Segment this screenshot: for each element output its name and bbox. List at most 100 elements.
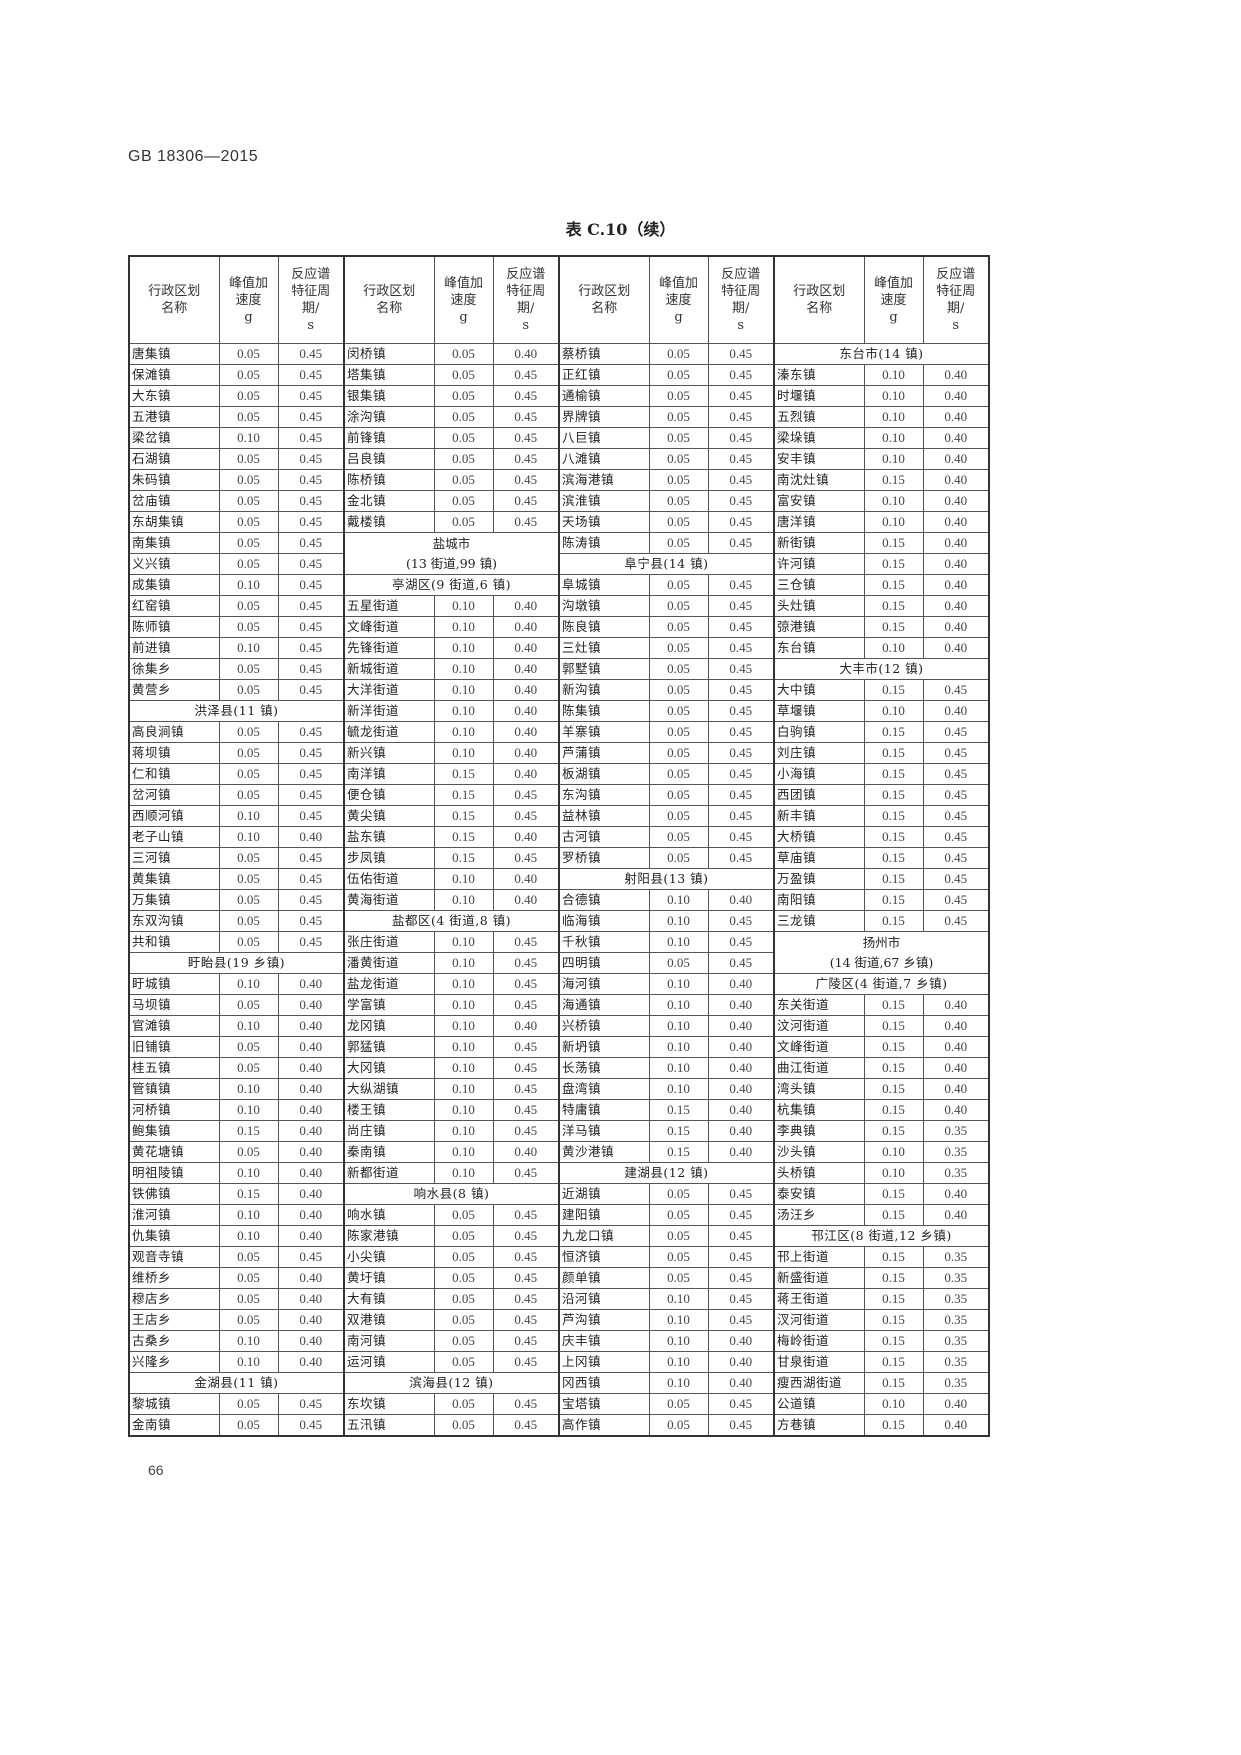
town-name: 四明镇 bbox=[558, 952, 650, 974]
characteristic-period: 0.40 bbox=[277, 1267, 345, 1289]
characteristic-period: 0.40 bbox=[492, 889, 560, 911]
characteristic-period: 0.45 bbox=[922, 763, 990, 785]
characteristic-period: 0.35 bbox=[922, 1267, 990, 1289]
table-row: 观音寺镇 0.05 0.45 小尖镇 0.05 0.45 恒济镇 0.05 0.45 邗上街道 0.… bbox=[128, 1246, 990, 1268]
peak-acceleration: 0.05 bbox=[648, 1204, 709, 1226]
peak-acceleration: 0.10 bbox=[648, 889, 709, 911]
table-title: 表 C.10（续） bbox=[565, 220, 676, 239]
peak-acceleration: 0.10 bbox=[433, 1099, 494, 1121]
characteristic-period: 0.45 bbox=[277, 637, 345, 659]
town-name: 高作镇 bbox=[558, 1414, 650, 1437]
peak-acceleration: 0.10 bbox=[433, 973, 494, 995]
town-name: 银集镇 bbox=[343, 385, 435, 407]
characteristic-period: 0.45 bbox=[707, 742, 775, 764]
town-name: 梁垛镇 bbox=[773, 427, 865, 449]
characteristic-period: 0.45 bbox=[922, 868, 990, 890]
characteristic-period: 0.40 bbox=[922, 994, 990, 1016]
town-name: 五港镇 bbox=[128, 406, 220, 428]
characteristic-period: 0.45 bbox=[277, 679, 345, 701]
peak-acceleration: 0.10 bbox=[433, 889, 494, 911]
peak-acceleration: 0.05 bbox=[218, 385, 279, 407]
peak-acceleration: 0.05 bbox=[218, 742, 279, 764]
characteristic-period: 0.45 bbox=[707, 364, 775, 386]
town-name: 新坍镇 bbox=[558, 1036, 650, 1058]
peak-acceleration: 0.10 bbox=[218, 1330, 279, 1352]
town-name: 郭猛镇 bbox=[343, 1036, 435, 1058]
characteristic-period: 0.45 bbox=[277, 490, 345, 512]
town-name: 金北镇 bbox=[343, 490, 435, 512]
peak-acceleration: 0.10 bbox=[218, 805, 279, 827]
characteristic-period: 0.45 bbox=[492, 490, 560, 512]
peak-acceleration: 0.15 bbox=[648, 1141, 709, 1163]
characteristic-period: 0.40 bbox=[492, 637, 560, 659]
characteristic-period: 0.45 bbox=[707, 700, 775, 722]
town-name: 海河镇 bbox=[558, 973, 650, 995]
characteristic-period: 0.45 bbox=[492, 511, 560, 533]
table-row: 黎城镇 0.05 0.45 东坎镇 0.05 0.45 宝塔镇 0.05 0.45 公道镇 0.10… bbox=[128, 1393, 990, 1415]
table-row: 五港镇 0.05 0.45 涂沟镇 0.05 0.45 界牌镇 0.05 0.45 五烈镇 0.10… bbox=[128, 406, 990, 428]
table-row: 朱码镇 0.05 0.45 陈桥镇 0.05 0.45 滨海港镇 0.05 0.45 南沈灶镇 0.… bbox=[128, 469, 990, 491]
town-name: 步凤镇 bbox=[343, 847, 435, 869]
characteristic-period: 0.40 bbox=[707, 1099, 775, 1121]
county-header: 滨海县(12 镇) bbox=[343, 1372, 560, 1394]
town-name: 罗桥镇 bbox=[558, 847, 650, 869]
table-row: 穆店乡 0.05 0.40 大有镇 0.05 0.45 沿河镇 0.10 0.45 蒋王街道 0.1… bbox=[128, 1288, 990, 1310]
town-name: 西顺河镇 bbox=[128, 805, 220, 827]
characteristic-period: 0.45 bbox=[707, 784, 775, 806]
county-header: 洪泽县(11 镇) bbox=[128, 700, 345, 722]
characteristic-period: 0.45 bbox=[492, 1309, 560, 1331]
characteristic-period: 0.45 bbox=[922, 679, 990, 701]
table-row: 黄营乡 0.05 0.45 大洋街道 0.10 0.40 新沟镇 0.05 0.45 大中镇 0.1… bbox=[128, 679, 990, 701]
characteristic-period: 0.40 bbox=[922, 490, 990, 512]
town-name: 芦沟镇 bbox=[558, 1309, 650, 1331]
peak-acceleration: 0.05 bbox=[218, 889, 279, 911]
table-row: 金南镇 0.05 0.45 五汛镇 0.05 0.45 高作镇 0.05 0.45 方巷镇 0.15… bbox=[128, 1414, 990, 1437]
town-name: 汶河街道 bbox=[773, 1015, 865, 1037]
table-header-row: 行政区划名称 峰值加速度 g 反应谱特征周期/s 行政区划名称 峰值加速度 g 反应谱特征周期… bbox=[128, 255, 990, 344]
town-name: 郭墅镇 bbox=[558, 658, 650, 680]
peak-acceleration: 0.10 bbox=[218, 973, 279, 995]
peak-acceleration: 0.15 bbox=[863, 1183, 924, 1205]
peak-acceleration: 0.15 bbox=[433, 805, 494, 827]
table-row: 红窑镇 0.05 0.45 五星街道 0.10 0.40 沟墩镇 0.05 0.45 头灶镇 0.1… bbox=[128, 595, 990, 617]
peak-acceleration: 0.10 bbox=[433, 1162, 494, 1184]
characteristic-period: 0.45 bbox=[492, 1351, 560, 1373]
characteristic-period: 0.45 bbox=[277, 574, 345, 596]
town-name: 西团镇 bbox=[773, 784, 865, 806]
peak-acceleration: 0.05 bbox=[218, 847, 279, 869]
characteristic-period: 0.40 bbox=[922, 511, 990, 533]
seismic-parameter-table: 行政区划名称 峰值加速度 g 反应谱特征周期/s 行政区划名称 峰值加速度 g 反应谱特征周期… bbox=[128, 255, 990, 1437]
peak-acceleration: 0.05 bbox=[218, 1414, 279, 1437]
peak-acceleration: 0.05 bbox=[648, 595, 709, 617]
peak-acceleration: 0.15 bbox=[863, 1246, 924, 1268]
header-name: 行政区划名称 bbox=[773, 255, 865, 344]
peak-acceleration: 0.05 bbox=[433, 427, 494, 449]
town-name: 长荡镇 bbox=[558, 1057, 650, 1079]
characteristic-period: 0.40 bbox=[277, 1288, 345, 1310]
peak-acceleration: 0.15 bbox=[863, 889, 924, 911]
town-name: 闵桥镇 bbox=[343, 343, 435, 365]
peak-acceleration: 0.05 bbox=[433, 469, 494, 491]
characteristic-period: 0.40 bbox=[277, 1015, 345, 1037]
characteristic-period: 0.40 bbox=[707, 1141, 775, 1163]
characteristic-period: 0.45 bbox=[277, 448, 345, 470]
county-header: 盐都区(4 街道,8 镇) bbox=[343, 910, 560, 932]
table-row: 鲍集镇 0.15 0.40 尚庄镇 0.10 0.45 洋马镇 0.15 0.40 李典镇 0.15… bbox=[128, 1120, 990, 1142]
county-header: 大丰市(12 镇) bbox=[773, 658, 990, 680]
town-name: 陈师镇 bbox=[128, 616, 220, 638]
town-name: 岔河镇 bbox=[128, 784, 220, 806]
peak-acceleration: 0.05 bbox=[218, 490, 279, 512]
characteristic-period: 0.45 bbox=[277, 616, 345, 638]
peak-acceleration: 0.15 bbox=[863, 868, 924, 890]
characteristic-period: 0.45 bbox=[492, 1246, 560, 1268]
characteristic-period: 0.40 bbox=[922, 637, 990, 659]
peak-acceleration: 0.10 bbox=[218, 574, 279, 596]
peak-acceleration: 0.15 bbox=[863, 721, 924, 743]
town-name: 阜城镇 bbox=[558, 574, 650, 596]
peak-acceleration: 0.05 bbox=[218, 868, 279, 890]
peak-acceleration: 0.10 bbox=[218, 1225, 279, 1247]
town-name: 马坝镇 bbox=[128, 994, 220, 1016]
characteristic-period: 0.45 bbox=[277, 469, 345, 491]
peak-acceleration: 0.10 bbox=[863, 1162, 924, 1184]
characteristic-period: 0.40 bbox=[707, 889, 775, 911]
